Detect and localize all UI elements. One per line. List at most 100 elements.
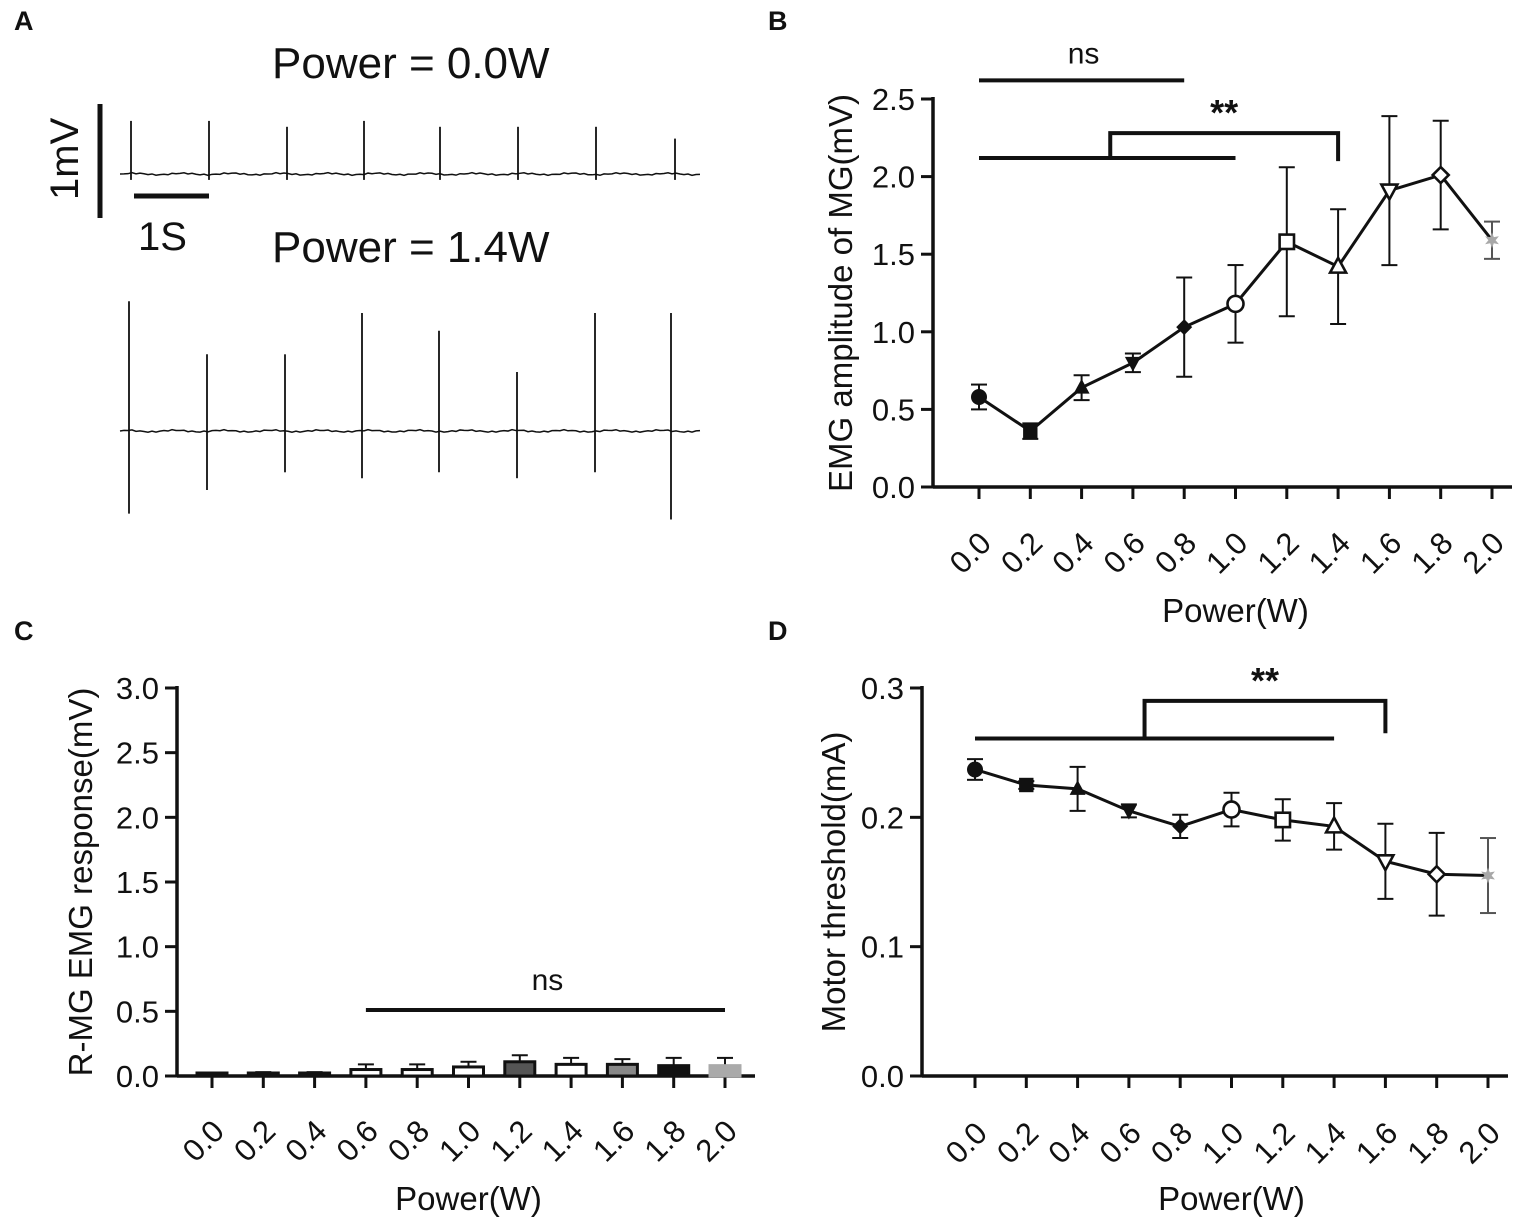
data-marker xyxy=(1323,814,1345,834)
x-tick-label: 1.8 xyxy=(1400,1115,1455,1170)
panel-letter-b: B xyxy=(768,6,788,36)
x-axis-title: Power(W) xyxy=(1158,1180,1305,1217)
x-tick-label: 1.4 xyxy=(1302,525,1357,580)
y-tick-label: 1.0 xyxy=(872,315,915,350)
x-tick-label: 0.0 xyxy=(176,1113,231,1168)
data-marker xyxy=(1019,777,1034,793)
data-marker xyxy=(1278,233,1296,251)
y-tick-label: 0.5 xyxy=(116,994,159,1029)
scale-voltage-label: 1mV xyxy=(43,117,87,200)
data-marker xyxy=(1226,294,1245,314)
panel-letter-d: D xyxy=(768,616,788,646)
x-tick-label: 1.4 xyxy=(1298,1115,1353,1170)
x-tick-label: 2.0 xyxy=(1452,1115,1507,1170)
data-marker xyxy=(1375,854,1396,873)
bar xyxy=(246,1071,280,1078)
data-marker xyxy=(1023,423,1038,439)
x-tick-label: 1.0 xyxy=(1195,1115,1250,1170)
y-tick-label: 0.0 xyxy=(116,1059,159,1094)
sig-bracket xyxy=(1108,131,1341,162)
x-tick-label: 0.4 xyxy=(1041,1115,1096,1170)
x-axis-title: Power(W) xyxy=(395,1180,542,1217)
x-tick-label: 0.6 xyxy=(330,1113,385,1168)
x-tick-label: 1.2 xyxy=(1251,525,1306,580)
bar xyxy=(195,1071,229,1078)
y-tick-label: 0.5 xyxy=(872,392,915,427)
x-tick-label: 0.6 xyxy=(1097,525,1152,580)
data-marker xyxy=(1327,255,1349,274)
x-tick-label: 1.4 xyxy=(535,1113,590,1168)
x-tick-label: 1.6 xyxy=(586,1113,641,1168)
x-tick-label: 1.2 xyxy=(1247,1115,1302,1170)
y-tick-label: 3.0 xyxy=(116,671,159,706)
y-tick-label: 2.5 xyxy=(872,82,915,117)
x-tick-label: 0.0 xyxy=(939,1115,994,1170)
sig-label-ns: ns xyxy=(532,964,564,997)
x-tick-label: 1.6 xyxy=(1353,525,1408,580)
trace-baseline-2 xyxy=(119,428,701,433)
y-axis-title: Motor threshold(mA) xyxy=(815,732,852,1033)
bar xyxy=(554,1062,588,1078)
bar xyxy=(452,1065,485,1078)
bar xyxy=(400,1068,434,1078)
bar xyxy=(605,1062,639,1078)
x-tick-label: 1.2 xyxy=(484,1113,539,1168)
panel-a-traces xyxy=(97,104,701,520)
data-marker xyxy=(1485,232,1499,249)
sig-label-star: ** xyxy=(1210,92,1238,133)
x-tick-label: 0.0 xyxy=(943,525,998,580)
data-marker xyxy=(1073,378,1090,394)
y-tick-label: 0.1 xyxy=(861,930,904,965)
data-marker xyxy=(1426,864,1447,885)
scale-time-label: 1S xyxy=(138,215,187,259)
x-axis-title: Power(W) xyxy=(1162,592,1309,629)
x-tick-label: 0.2 xyxy=(990,1115,1045,1170)
y-tick-label: 0.0 xyxy=(861,1059,904,1094)
x-tick-label: 0.8 xyxy=(381,1113,436,1168)
x-tick-label: 1.6 xyxy=(1349,1115,1404,1170)
y-tick-label: 0.2 xyxy=(861,800,904,835)
data-marker xyxy=(1069,780,1086,795)
panel-letter-c: C xyxy=(14,616,34,646)
x-tick-label: 0.4 xyxy=(278,1113,333,1168)
data-marker xyxy=(1274,811,1292,829)
x-tick-label: 2.0 xyxy=(1456,525,1511,580)
data-marker xyxy=(1481,867,1495,884)
x-tick-label: 0.4 xyxy=(1045,525,1100,580)
bar xyxy=(503,1060,537,1078)
data-marker xyxy=(1172,818,1189,835)
data-marker xyxy=(1120,804,1137,820)
y-tick-label: 2.5 xyxy=(116,736,159,771)
trace1-title: Power = 0.0W xyxy=(272,39,550,88)
x-tick-label: 1.0 xyxy=(432,1113,487,1168)
data-marker xyxy=(971,388,987,405)
data-marker xyxy=(1430,165,1451,185)
sig-label-star: ** xyxy=(1251,660,1279,701)
panel-c-chart: 0.00.51.01.52.02.53.00.00.20.40.60.81.01… xyxy=(62,671,755,1217)
x-tick-label: 1.0 xyxy=(1199,525,1254,580)
x-tick-label: 0.6 xyxy=(1093,1115,1148,1170)
y-tick-label: 1.0 xyxy=(116,930,159,965)
y-tick-label: 0.3 xyxy=(861,671,904,706)
x-tick-label: 0.8 xyxy=(1148,525,1203,580)
x-tick-label: 0.2 xyxy=(994,525,1049,580)
data-marker xyxy=(967,761,983,778)
panel-letter-a: A xyxy=(14,6,34,36)
x-tick-label: 0.8 xyxy=(1144,1115,1199,1170)
y-tick-label: 2.0 xyxy=(116,800,159,835)
y-axis-title: R-MG EMG response(mV) xyxy=(62,688,99,1077)
sig-label-ns: ns xyxy=(1068,37,1100,70)
x-tick-label: 1.8 xyxy=(1404,525,1459,580)
bar xyxy=(708,1064,742,1078)
y-tick-label: 1.5 xyxy=(116,865,159,900)
data-marker xyxy=(1176,319,1193,336)
trace2-title: Power = 1.4W xyxy=(272,223,550,272)
y-tick-label: 2.0 xyxy=(872,160,915,195)
bar xyxy=(298,1071,332,1078)
trace-baseline-1 xyxy=(119,171,701,177)
data-marker xyxy=(1379,183,1400,203)
x-tick-label: 1.8 xyxy=(637,1113,692,1168)
y-tick-label: 0.0 xyxy=(872,470,915,505)
y-tick-label: 1.5 xyxy=(872,237,915,272)
